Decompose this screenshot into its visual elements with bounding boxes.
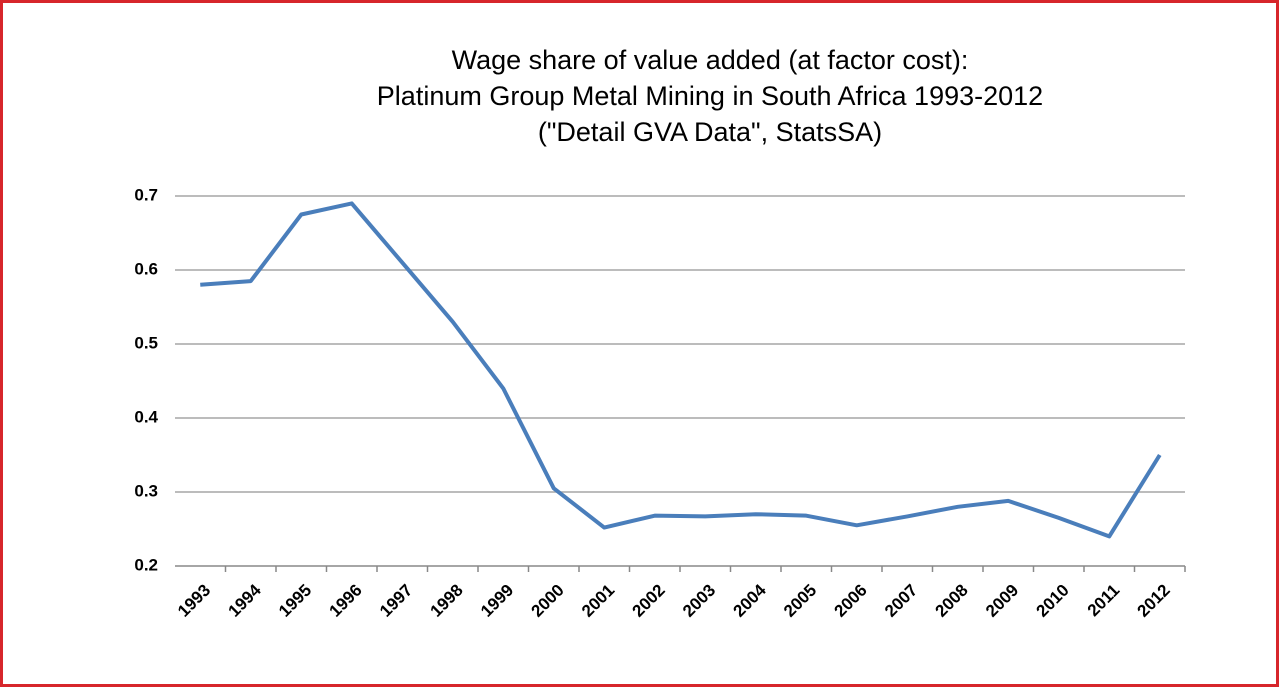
chart-title: Wage share of value added (at factor cos… — [452, 45, 969, 75]
y-tick-label: 0.3 — [134, 481, 158, 500]
y-tick-label: 0.6 — [134, 259, 158, 278]
y-tick-label: 0.4 — [134, 407, 158, 426]
y-tick-label: 0.7 — [134, 185, 158, 204]
chart-title: ("Detail GVA Data", StatsSA) — [538, 117, 882, 147]
y-tick-label: 0.5 — [134, 333, 158, 352]
chart-title: Platinum Group Metal Mining in South Afr… — [377, 81, 1043, 111]
y-tick-label: 0.2 — [134, 555, 158, 574]
series-line — [200, 201, 1162, 539]
